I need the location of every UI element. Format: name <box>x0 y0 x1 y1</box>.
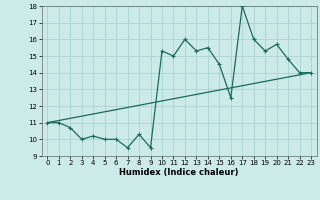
X-axis label: Humidex (Indice chaleur): Humidex (Indice chaleur) <box>119 168 239 177</box>
